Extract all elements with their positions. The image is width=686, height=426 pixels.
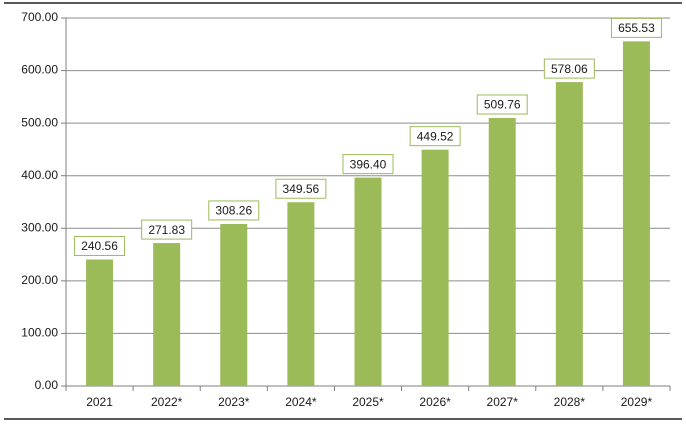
bar [555,82,583,387]
data-label: 396.40 [350,157,387,171]
data-label-box [610,17,662,38]
x-tick-label: 2024* [285,395,317,409]
x-tick-label: 2025* [352,395,384,409]
data-label-box [141,219,193,240]
data-label-box [342,154,394,175]
bar [86,259,114,386]
data-label: 308.26 [215,204,252,218]
y-tick-label: 500.00 [21,115,58,129]
data-label-box [476,94,528,115]
bars [86,41,650,387]
data-label-box [208,200,260,221]
bar [421,149,449,386]
y-tick-label: 100.00 [21,326,58,340]
data-label: 240.56 [81,239,118,253]
y-tick-label: 400.00 [21,168,58,182]
y-tick-label: 0.00 [35,378,59,392]
data-label-box [409,126,461,147]
data-label-box [275,178,327,199]
data-label: 349.56 [283,182,320,196]
bar [622,41,650,387]
data-labels: 240.56 271.83 308.26 349.56 396.40 449.52 509.… [74,17,662,257]
axes: 0.00 100.00 200.00 300.00 400.00 500.00 600.00… [21,10,671,409]
y-tick-label: 300.00 [21,220,58,234]
x-tick-label: 2022* [151,395,183,409]
x-tick-label: 2026* [419,395,451,409]
x-tick-label: 2028* [554,395,586,409]
data-label: 655.53 [618,21,655,35]
x-tick-label: 2027* [487,395,519,409]
x-tick-label: 2023* [218,395,250,409]
bar [153,243,181,386]
bar [220,223,248,386]
y-tick-label: 600.00 [21,63,58,77]
bar [287,202,315,386]
bar [488,118,516,386]
y-tick-label: 200.00 [21,273,58,287]
data-label: 449.52 [417,129,454,143]
data-label-box [74,236,126,257]
bar [354,177,382,386]
data-label: 271.83 [148,223,185,237]
data-label: 578.06 [551,62,588,76]
x-tick-label: 2029* [621,395,653,409]
x-tick-label: 2021 [86,395,113,409]
data-label-box [543,58,595,79]
y-tick-label: 700.00 [21,10,58,24]
data-label: 509.76 [484,98,521,112]
